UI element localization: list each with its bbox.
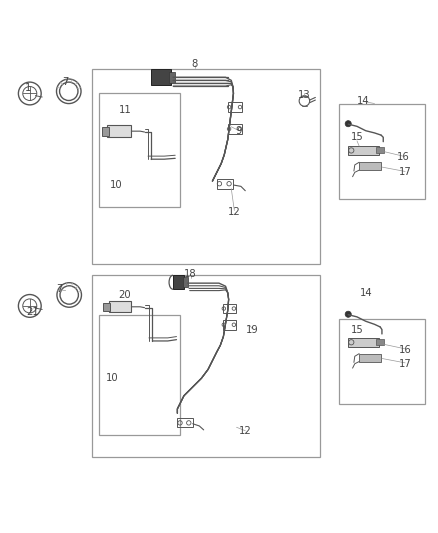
Text: 17: 17 <box>399 167 412 177</box>
Bar <box>151 69 171 85</box>
Text: 7: 7 <box>63 77 69 87</box>
Text: 14: 14 <box>360 288 372 298</box>
Bar <box>92 69 320 264</box>
Text: 11: 11 <box>118 104 131 115</box>
Text: 1: 1 <box>25 83 32 93</box>
Text: 19: 19 <box>245 325 258 335</box>
Bar <box>107 125 131 138</box>
Text: 8: 8 <box>192 59 198 69</box>
Bar <box>103 303 110 311</box>
Bar <box>348 338 379 346</box>
Bar <box>376 339 384 345</box>
Text: 21: 21 <box>26 308 39 318</box>
Bar <box>228 102 242 112</box>
Circle shape <box>345 311 351 317</box>
Text: 16: 16 <box>396 152 410 162</box>
Bar <box>223 304 236 313</box>
Text: 20: 20 <box>119 290 131 300</box>
Text: 10: 10 <box>106 373 118 383</box>
Bar <box>92 275 320 457</box>
Bar <box>339 104 425 199</box>
Bar <box>359 354 381 361</box>
Bar <box>223 320 236 329</box>
Bar <box>99 93 180 207</box>
Text: 13: 13 <box>298 90 311 100</box>
Circle shape <box>345 120 351 127</box>
Text: 12: 12 <box>228 207 241 217</box>
Text: 15: 15 <box>350 325 364 335</box>
Bar <box>339 319 425 405</box>
Bar <box>217 179 233 189</box>
Text: 14: 14 <box>357 96 370 106</box>
Text: 9: 9 <box>236 126 242 136</box>
Text: 15: 15 <box>350 132 364 142</box>
Bar <box>183 278 188 287</box>
Bar <box>359 162 381 170</box>
Bar <box>173 275 184 289</box>
Bar <box>109 301 131 312</box>
Text: 12: 12 <box>239 426 252 436</box>
Bar <box>348 146 379 155</box>
Bar <box>177 418 193 427</box>
Text: 10: 10 <box>110 181 122 190</box>
Bar <box>102 127 109 135</box>
Bar <box>169 71 175 83</box>
Bar <box>228 124 242 134</box>
Text: 16: 16 <box>399 345 412 355</box>
Text: 7: 7 <box>56 284 62 294</box>
Text: 17: 17 <box>399 359 412 369</box>
Text: 18: 18 <box>184 269 197 279</box>
Bar <box>376 147 384 154</box>
Bar <box>99 314 180 435</box>
